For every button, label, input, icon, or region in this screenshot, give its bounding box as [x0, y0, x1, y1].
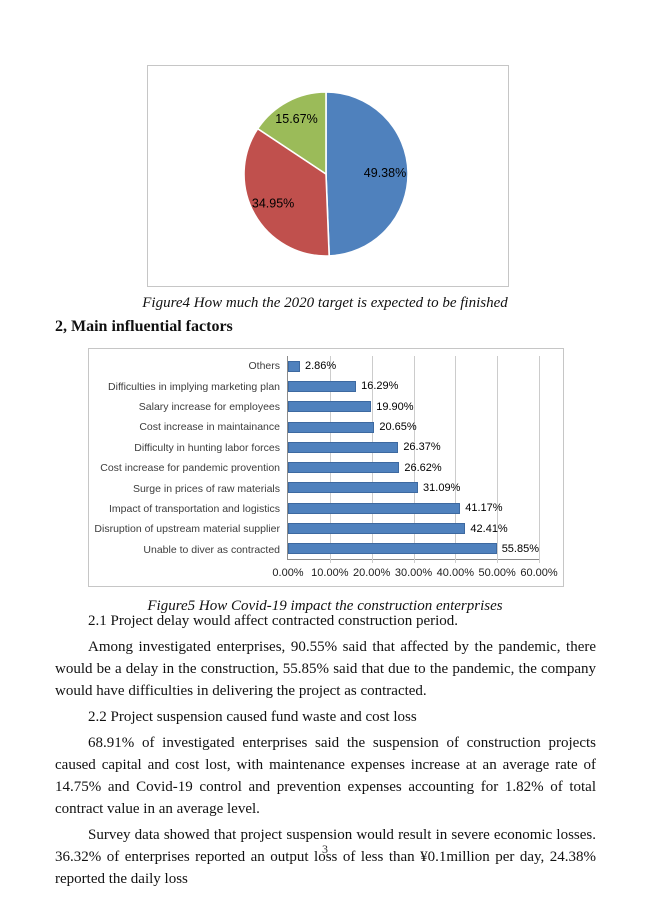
pie-slice-2 [256, 91, 327, 176]
body-text: 2.1 Project delay would affect contracte… [55, 610, 596, 894]
gridline [455, 356, 457, 563]
x-tick-label: 30.00% [394, 567, 433, 579]
x-tick-label: 50.00% [478, 567, 516, 579]
bar-row: 31.09% [288, 478, 539, 498]
gridline [371, 356, 373, 563]
bar [288, 502, 461, 514]
x-tick-label: 40.00% [436, 567, 474, 579]
gridline [413, 356, 415, 563]
bar-value-label: 16.29% [361, 380, 399, 393]
pie-data-label-1: 34.95% [252, 197, 294, 211]
bar-value-label: 42.41% [470, 522, 508, 535]
pie-data-label-0: 49.38% [364, 166, 406, 180]
paragraph-delay: Among investigated enterprises, 90.55% s… [55, 639, 596, 699]
bar [288, 421, 375, 433]
category-label: Cost increase in maintainance [139, 421, 280, 434]
category-axis: Others Difficulties in implying marketing… [94, 356, 287, 560]
bar-row: 41.17% [288, 498, 539, 518]
bar-value-label: 41.17% [465, 502, 503, 515]
x-tick-label: 60.00% [520, 567, 558, 579]
bar-row: 42.41% [288, 518, 539, 538]
bar-plot-area: 2.86% 16.29% 19.90% 20.65% 26.37% 26.62% 31.09… [272, 356, 558, 579]
bar [288, 441, 399, 453]
gridline [329, 356, 331, 563]
bar-value-label: 19.90% [376, 400, 414, 413]
bar-row: 20.65% [288, 417, 539, 437]
category-label: Cost increase for pandemic provention [100, 462, 280, 475]
bar-row: 26.37% [288, 437, 539, 457]
category-label: Surge in prices of raw materials [132, 482, 280, 495]
bar [288, 523, 466, 535]
gridline [497, 356, 499, 563]
figure4-caption: Figure4 How much the 2020 target is expe… [142, 295, 508, 311]
category-label: Unable to diver as contracted [143, 543, 280, 556]
bar [288, 401, 372, 413]
bar [288, 543, 497, 555]
gridline [539, 356, 540, 563]
bar-row: 55.85% [288, 539, 539, 559]
figure5-caption: Figure5 How Covid-19 impact the construc… [147, 598, 503, 614]
category-label: Difficulties in implying marketing plan [108, 380, 280, 393]
bar [288, 360, 300, 372]
pie-chart-canvas: 49.38% 34.95% 15.67% [243, 91, 409, 257]
category-label: Disruption of upstream material supplier [94, 523, 280, 536]
page-number: 3 [322, 842, 328, 856]
bar-row: 26.62% [288, 457, 539, 477]
paragraph-suspension: 68.91% of investigated enterprises said … [55, 735, 596, 817]
pie-slice-1 [243, 127, 331, 257]
bar [288, 462, 400, 474]
bar [288, 482, 419, 494]
section-heading: 2, Main influential factors [55, 318, 233, 335]
bar-value-label: 26.37% [403, 441, 441, 454]
pie-slice-0 [325, 91, 409, 257]
paragraph-2-1: 2.1 Project delay would affect contracte… [88, 613, 459, 629]
x-tick-label: 20.00% [353, 567, 391, 579]
paragraph-survey: Survey data showed that project suspensi… [55, 827, 596, 887]
bar-value-label: 2.86% [304, 360, 337, 373]
bar-rows: 2.86% 16.29% 19.90% 20.65% 26.37% 26.62% 31.09… [288, 356, 539, 559]
bar-chart-body: Others Difficulties in implying marketing… [94, 356, 558, 579]
bar-row: 16.29% [288, 376, 539, 396]
category-label: Difficulty in hunting labor forces [134, 441, 280, 454]
figure5-bar-chart: Others Difficulties in implying marketing… [88, 348, 564, 587]
x-tick-label: 10.00% [311, 567, 349, 579]
category-label: Impact of transportation and logistics [108, 503, 280, 516]
category-label: Others [248, 360, 280, 373]
bar-row: 19.90% [288, 397, 539, 417]
bar-row: 2.86% [288, 356, 539, 376]
figure4-pie-chart: 49.38% 34.95% 15.67% [147, 65, 509, 287]
x-tick-label: 0.00% [272, 567, 304, 579]
paragraph-2-2: 2.2 Project suspension caused fund waste… [88, 709, 417, 725]
pie-data-label-2: 15.67% [275, 112, 317, 126]
bar-value-label: 55.85% [501, 542, 539, 555]
category-label: Salary increase for employees [138, 401, 280, 414]
bar-value-label: 26.62% [404, 461, 442, 474]
bar-value-label: 31.09% [423, 481, 461, 494]
bar [288, 380, 357, 392]
bar-value-label: 20.65% [379, 421, 417, 434]
